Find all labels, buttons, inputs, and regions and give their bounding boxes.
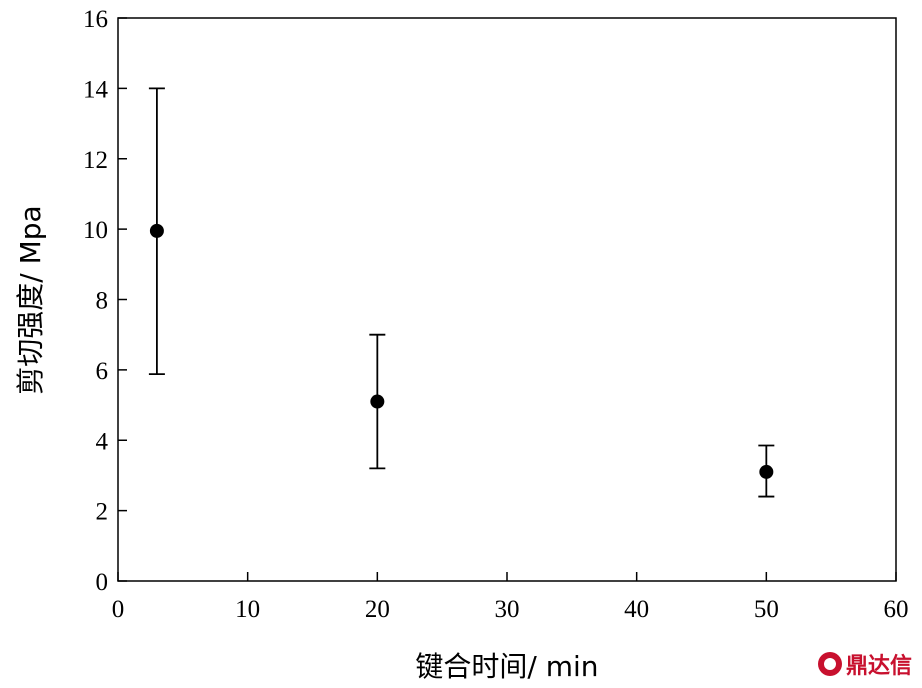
watermark-text: 鼎达信 <box>845 654 912 679</box>
logo-icon <box>817 652 842 676</box>
y-tick-label: 4 <box>96 428 109 455</box>
y-tick-label: 0 <box>96 569 109 596</box>
y-tick-label: 6 <box>96 358 109 385</box>
x-axis-title: 键合时间/ min <box>415 650 598 683</box>
data-point <box>149 223 164 238</box>
x-tick-label: 30 <box>495 596 520 623</box>
y-tick-label: 12 <box>83 147 108 174</box>
y-axis-title: 剪切强度/ Mpa <box>14 205 47 394</box>
data-point <box>759 464 774 479</box>
x-tick-label: 20 <box>365 596 390 623</box>
x-tick-label: 0 <box>112 596 125 623</box>
y-tick-label: 8 <box>96 288 109 315</box>
data-point <box>370 394 385 409</box>
plot-frame <box>117 17 897 582</box>
y-tick-label: 10 <box>83 217 108 244</box>
x-tick-label: 60 <box>884 596 909 623</box>
x-tick-label: 50 <box>754 596 779 623</box>
data-series <box>148 87 775 498</box>
y-axis: 0 2 4 6 8 10 12 14 16 <box>83 6 127 596</box>
y-tick-label: 16 <box>83 6 108 33</box>
x-tick-label: 40 <box>624 596 649 623</box>
watermark-logo: 鼎达信 <box>817 648 912 680</box>
y-tick-label: 2 <box>96 499 109 526</box>
y-tick-label: 14 <box>83 76 109 103</box>
x-tick-label: 10 <box>235 596 260 623</box>
x-axis: 0 10 20 30 40 50 60 <box>112 572 909 623</box>
